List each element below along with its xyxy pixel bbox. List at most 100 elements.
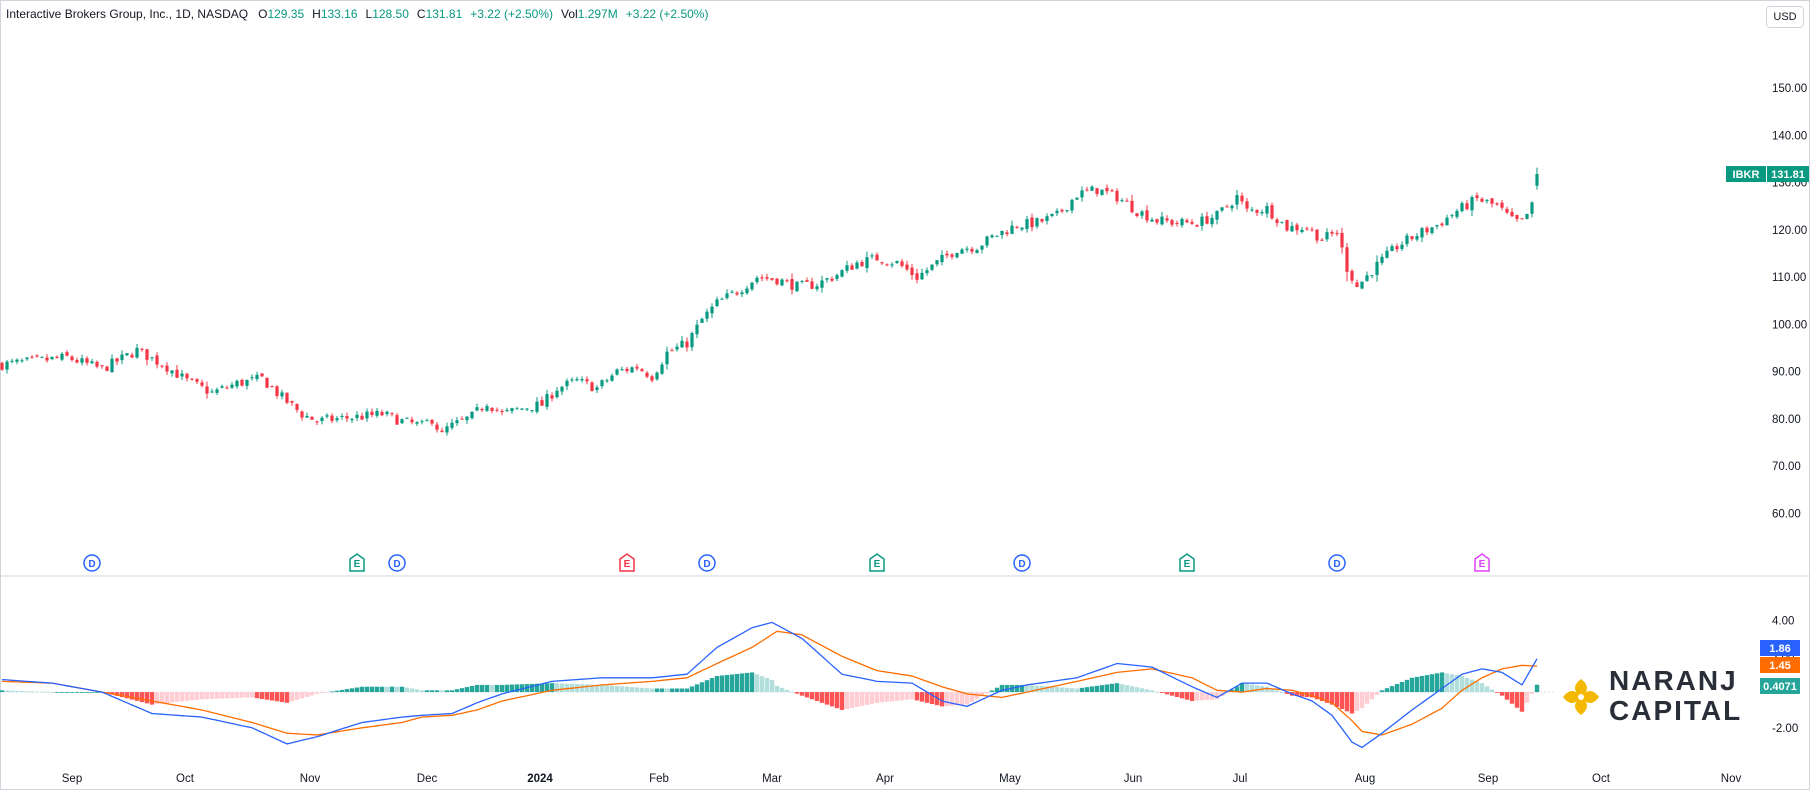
candle-body — [355, 414, 359, 419]
candle-body — [765, 277, 769, 279]
candle-body — [285, 392, 289, 403]
candle-body — [120, 354, 124, 361]
histogram-bar — [1479, 683, 1485, 693]
candle-body — [1060, 209, 1064, 212]
histogram-bar — [459, 688, 465, 693]
histogram-bar — [0, 690, 5, 693]
candle-body — [1160, 216, 1164, 225]
macd-axis[interactable]: 4.002.00-2.001.861.450.4071 — [1760, 616, 1800, 735]
candle — [1060, 208, 1064, 214]
candle-body — [1410, 236, 1414, 240]
candle — [1280, 221, 1284, 224]
candle — [550, 392, 554, 402]
candle-body — [830, 278, 834, 281]
time-axis[interactable]: Sep Oct Nov Dec 2024 Feb Mar Apr May Jun Jul Aug Sep… — [62, 773, 1742, 785]
histogram-bar — [719, 675, 725, 693]
dividend-icon: D — [83, 554, 101, 572]
logo-line-1: NARANJ — [1609, 665, 1738, 696]
candle — [315, 420, 319, 425]
candle-body — [970, 248, 974, 252]
candle-body — [1270, 205, 1274, 219]
candle — [1360, 281, 1364, 290]
symbol-title[interactable]: Interactive Brokers Group, Inc., 1D, NAS… — [6, 7, 249, 21]
dividend-marker — [388, 554, 406, 572]
candle — [260, 373, 264, 377]
histogram-bar — [539, 683, 545, 693]
candle — [450, 418, 454, 431]
ticker-label: IBKR — [1733, 169, 1760, 181]
histogram-bar — [1029, 685, 1035, 693]
candle — [1140, 209, 1144, 220]
histogram-bar — [339, 689, 345, 693]
candle — [1480, 197, 1484, 203]
candle-body — [1250, 209, 1254, 211]
candle — [710, 303, 714, 319]
candle — [675, 343, 679, 352]
candle — [270, 385, 274, 388]
price-axis[interactable]: 150.00140.00130.00120.00110.00100.0090.0… — [1772, 83, 1807, 520]
candle-body — [380, 412, 384, 416]
currency-button[interactable]: USD — [1766, 6, 1804, 28]
event-label: D — [1333, 559, 1340, 570]
histogram-bar — [319, 692, 325, 694]
candle — [1295, 222, 1299, 235]
candle — [0, 361, 4, 371]
candle — [705, 308, 709, 323]
candle — [625, 366, 629, 374]
candle — [1495, 202, 1499, 206]
histogram-bar — [1379, 690, 1385, 693]
histogram-bar — [1334, 692, 1340, 707]
histogram-bar — [954, 692, 960, 706]
histogram-bar — [599, 684, 605, 693]
price-tick-label: 150.00 — [1772, 83, 1807, 95]
histogram-bar — [119, 692, 125, 698]
time-tick-label: Jun — [1124, 773, 1143, 785]
candle-body — [820, 280, 824, 288]
candle — [650, 374, 654, 383]
candle — [1065, 210, 1069, 213]
histogram-bar — [1459, 676, 1465, 693]
candle — [1210, 214, 1214, 228]
price-tick-label: 140.00 — [1772, 130, 1807, 142]
candle — [895, 260, 899, 264]
histogram-bar — [1294, 692, 1300, 697]
candle-body — [40, 356, 44, 358]
candle-body — [680, 340, 684, 348]
candle — [1200, 212, 1204, 231]
histogram-bar — [1399, 681, 1405, 693]
candle — [885, 263, 889, 267]
candle — [1350, 269, 1354, 284]
histogram-bar — [409, 688, 415, 693]
histogram-bar — [509, 684, 515, 693]
candle-body — [390, 413, 394, 415]
candle-body — [420, 421, 424, 423]
candle-body — [635, 366, 639, 369]
candle-body — [885, 264, 889, 266]
candle — [200, 379, 204, 388]
candle — [385, 410, 389, 417]
histogram-bar — [1204, 692, 1210, 700]
dividend-icon: D — [698, 554, 716, 572]
histogram-bar — [74, 692, 80, 693]
histogram-bar — [854, 692, 860, 707]
histogram-bar — [844, 692, 850, 709]
candle — [345, 412, 349, 423]
histogram-bar — [594, 684, 600, 693]
candle — [600, 379, 604, 389]
candle — [560, 385, 564, 396]
histogram-bar — [484, 684, 490, 693]
histogram-bar — [989, 690, 995, 693]
candle-body — [360, 415, 364, 420]
candle — [125, 352, 129, 357]
candle-body — [700, 318, 704, 323]
event-label: E — [1184, 559, 1191, 570]
candle — [545, 389, 549, 410]
candle — [95, 360, 99, 369]
candle-body — [1480, 198, 1484, 202]
histogram-bar — [489, 684, 495, 693]
candle-body — [400, 419, 404, 424]
candle-body — [1420, 228, 1424, 238]
candle-body — [465, 416, 469, 421]
histogram-bar — [564, 683, 570, 693]
